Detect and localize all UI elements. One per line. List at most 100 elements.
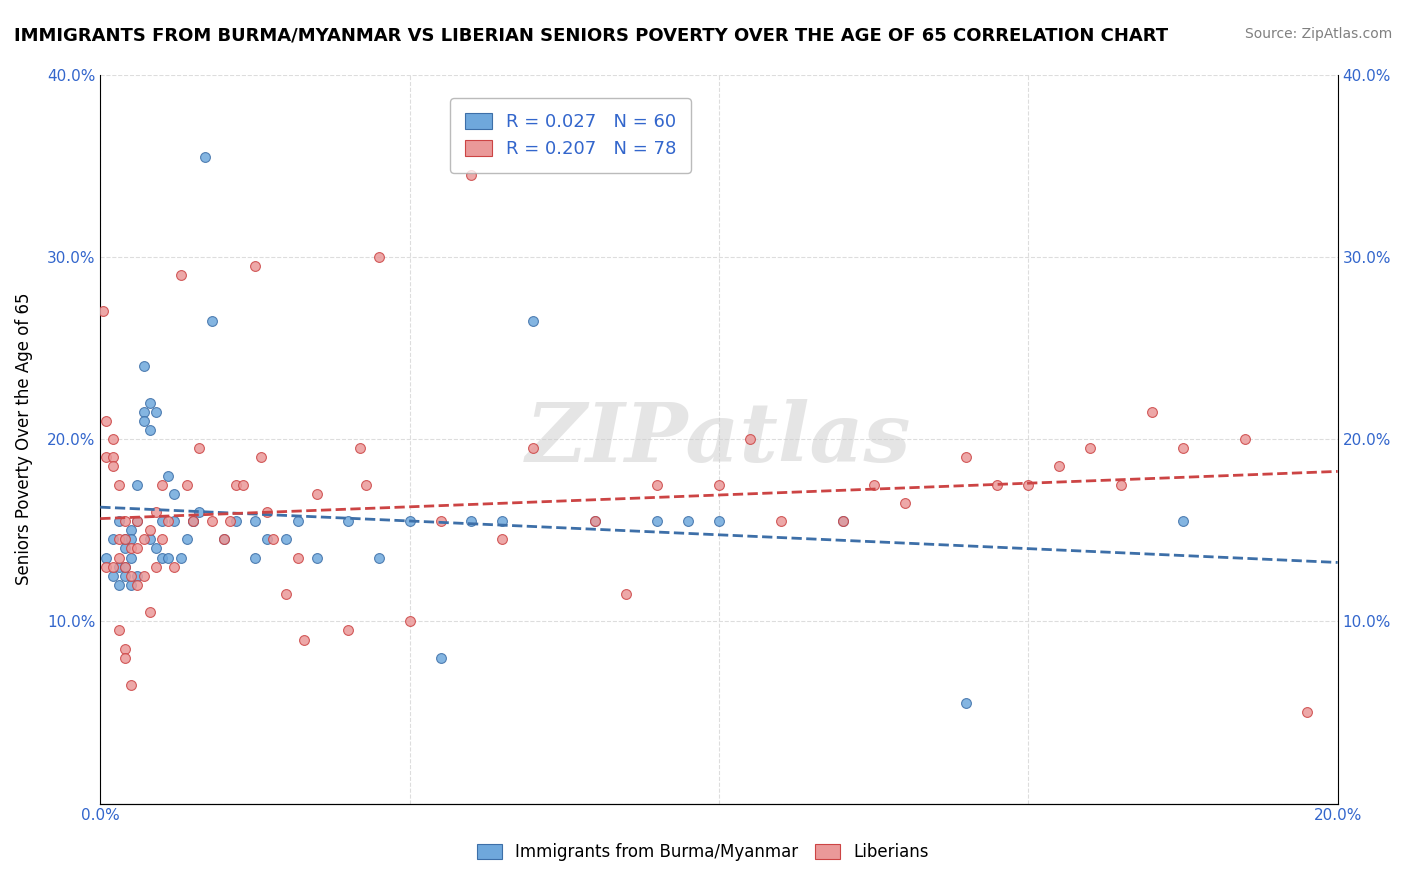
Point [522, 313, 544, 327]
Point [243, 259, 266, 273]
Point [114, 559, 136, 574]
Point [955, 697, 977, 711]
Point [676, 514, 699, 528]
Point [398, 514, 420, 528]
Point [243, 550, 266, 565]
Point [101, 559, 124, 574]
Point [201, 514, 224, 528]
Point [132, 405, 155, 419]
Point [157, 468, 180, 483]
Point [170, 550, 193, 565]
Point [101, 432, 124, 446]
Point [96, 559, 118, 574]
Point [176, 533, 198, 547]
Point [139, 533, 162, 547]
Point [336, 514, 359, 528]
Point [132, 568, 155, 582]
Point [132, 533, 155, 547]
Point [101, 568, 124, 582]
Point [614, 587, 637, 601]
Point [862, 477, 884, 491]
Point [101, 450, 124, 465]
Point [150, 533, 173, 547]
Point [114, 541, 136, 556]
Point [460, 514, 482, 528]
Point [583, 514, 606, 528]
Point [491, 533, 513, 547]
Point [127, 541, 149, 556]
Point [150, 514, 173, 528]
Point [256, 533, 278, 547]
Point [96, 414, 118, 428]
Point [294, 632, 316, 647]
Point [120, 578, 142, 592]
Point [1078, 441, 1101, 455]
Point [225, 477, 247, 491]
Point [127, 578, 149, 592]
Point [114, 533, 136, 547]
Text: IMMIGRANTS FROM BURMA/MYANMAR VS LIBERIAN SENIORS POVERTY OVER THE AGE OF 65 COR: IMMIGRANTS FROM BURMA/MYANMAR VS LIBERIA… [14, 27, 1168, 45]
Point [108, 578, 131, 592]
Legend: R = 0.027   N = 60, R = 0.207   N = 78: R = 0.027 N = 60, R = 0.207 N = 78 [450, 98, 690, 172]
Point [274, 587, 297, 601]
Point [181, 514, 204, 528]
Point [150, 477, 173, 491]
Point [955, 450, 977, 465]
Point [139, 605, 162, 619]
Point [274, 533, 297, 547]
Point [305, 550, 328, 565]
Point [1171, 514, 1194, 528]
Point [349, 441, 371, 455]
Point [181, 514, 204, 528]
Point [93, 304, 115, 318]
Point [287, 550, 309, 565]
Point [139, 523, 162, 537]
Point [120, 523, 142, 537]
Point [101, 533, 124, 547]
Point [96, 550, 118, 565]
Point [1109, 477, 1132, 491]
Point [170, 268, 193, 282]
Point [212, 533, 235, 547]
Point [831, 514, 853, 528]
Point [114, 568, 136, 582]
Point [429, 650, 451, 665]
Point [398, 615, 420, 629]
Point [114, 641, 136, 656]
Point [1233, 432, 1256, 446]
Y-axis label: Seniors Poverty Over the Age of 65: Seniors Poverty Over the Age of 65 [15, 293, 32, 585]
Point [127, 477, 149, 491]
Point [1017, 477, 1039, 491]
Point [212, 533, 235, 547]
Point [114, 514, 136, 528]
Point [181, 514, 204, 528]
Point [250, 450, 273, 465]
Point [287, 514, 309, 528]
Point [108, 514, 131, 528]
Point [738, 432, 761, 446]
Point [1171, 441, 1194, 455]
Point [188, 505, 211, 519]
Point [163, 559, 186, 574]
Point [108, 559, 131, 574]
Point [645, 477, 668, 491]
Point [157, 550, 180, 565]
Point [145, 559, 167, 574]
Point [707, 477, 730, 491]
Point [1140, 405, 1163, 419]
Point [120, 550, 142, 565]
Point [219, 514, 242, 528]
Point [243, 514, 266, 528]
Point [127, 568, 149, 582]
Point [356, 477, 378, 491]
Point [132, 359, 155, 373]
Point [150, 550, 173, 565]
Point [139, 423, 162, 437]
Point [108, 550, 131, 565]
Point [1047, 459, 1070, 474]
Point [176, 477, 198, 491]
Point [583, 514, 606, 528]
Point [201, 313, 224, 327]
Point [120, 568, 142, 582]
Point [305, 487, 328, 501]
